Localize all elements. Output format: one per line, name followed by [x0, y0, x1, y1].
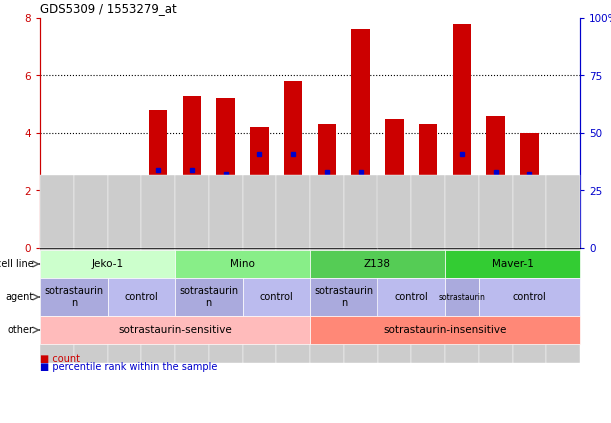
- Text: agent: agent: [5, 292, 34, 302]
- Text: Z138: Z138: [364, 259, 391, 269]
- Bar: [445, 248, 479, 363]
- Bar: [216, 99, 235, 248]
- Bar: [479, 248, 513, 363]
- Bar: [149, 110, 167, 248]
- Text: sotrastaurin-insensitive: sotrastaurin-insensitive: [383, 325, 507, 335]
- Text: Mino: Mino: [230, 259, 255, 269]
- Bar: [284, 81, 302, 248]
- Text: ■ count: ■ count: [40, 354, 80, 364]
- Text: Jeko-1: Jeko-1: [92, 259, 123, 269]
- Bar: [81, 179, 100, 248]
- Bar: [486, 116, 505, 248]
- Text: ■ percentile rank within the sample: ■ percentile rank within the sample: [40, 362, 218, 372]
- Bar: [276, 248, 310, 363]
- Bar: [310, 248, 344, 363]
- Bar: [520, 133, 539, 248]
- Text: cell line: cell line: [0, 259, 34, 269]
- Text: control: control: [394, 292, 428, 302]
- Bar: [74, 248, 108, 363]
- Bar: [108, 248, 141, 363]
- Text: control: control: [513, 292, 546, 302]
- Text: sotrastaurin
n: sotrastaurin n: [314, 286, 373, 308]
- Bar: [378, 248, 411, 363]
- Bar: [183, 96, 201, 248]
- Bar: [411, 248, 445, 363]
- Text: control: control: [260, 292, 293, 302]
- Bar: [344, 248, 378, 363]
- Bar: [175, 248, 209, 363]
- Text: sotrastaurin-sensitive: sotrastaurin-sensitive: [118, 325, 232, 335]
- Bar: [40, 248, 74, 363]
- Bar: [351, 30, 370, 248]
- Bar: [243, 248, 276, 363]
- Bar: [209, 248, 243, 363]
- Bar: [554, 198, 573, 248]
- Bar: [115, 199, 134, 248]
- Bar: [513, 248, 546, 363]
- Bar: [250, 127, 269, 248]
- Bar: [318, 124, 336, 248]
- Bar: [385, 118, 404, 248]
- Bar: [419, 124, 437, 248]
- Text: sotrastaurin: sotrastaurin: [439, 292, 485, 302]
- Bar: [546, 248, 580, 363]
- Text: other: other: [8, 325, 34, 335]
- Text: sotrastaurin
n: sotrastaurin n: [44, 286, 103, 308]
- Bar: [141, 248, 175, 363]
- Bar: [453, 24, 471, 248]
- Bar: [48, 193, 66, 248]
- Text: Maver-1: Maver-1: [492, 259, 533, 269]
- Text: sotrastaurin
n: sotrastaurin n: [179, 286, 238, 308]
- Text: control: control: [125, 292, 158, 302]
- Text: GDS5309 / 1553279_at: GDS5309 / 1553279_at: [40, 2, 177, 15]
